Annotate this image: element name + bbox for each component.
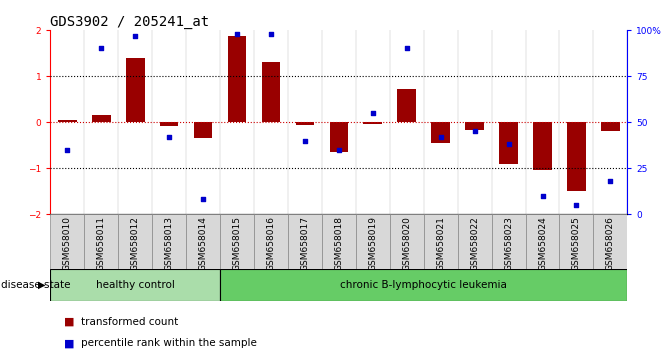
Text: GSM658011: GSM658011 [97, 216, 106, 272]
FancyBboxPatch shape [118, 214, 152, 269]
Point [571, 202, 582, 208]
Bar [499, 122, 518, 164]
FancyBboxPatch shape [492, 214, 525, 269]
Text: GSM658013: GSM658013 [164, 216, 174, 272]
Point [96, 46, 107, 51]
Bar [126, 58, 144, 122]
FancyBboxPatch shape [50, 214, 85, 269]
Point [537, 193, 548, 199]
FancyBboxPatch shape [525, 214, 560, 269]
FancyBboxPatch shape [220, 269, 627, 301]
FancyBboxPatch shape [356, 214, 390, 269]
Point [130, 33, 140, 39]
Text: GSM658024: GSM658024 [538, 216, 547, 271]
FancyBboxPatch shape [288, 214, 322, 269]
Point [368, 110, 378, 116]
Text: GSM658023: GSM658023 [504, 216, 513, 271]
Point [62, 147, 72, 153]
Bar [194, 122, 213, 138]
Text: GSM658026: GSM658026 [606, 216, 615, 271]
Text: GSM658015: GSM658015 [233, 216, 242, 272]
Bar [92, 115, 111, 122]
Bar [533, 122, 552, 170]
Bar [329, 122, 348, 152]
FancyBboxPatch shape [186, 214, 220, 269]
FancyBboxPatch shape [85, 214, 118, 269]
FancyBboxPatch shape [423, 214, 458, 269]
FancyBboxPatch shape [458, 214, 492, 269]
Bar [567, 122, 586, 191]
Text: ▶: ▶ [38, 280, 46, 290]
Point [469, 129, 480, 134]
Text: GSM658020: GSM658020 [402, 216, 411, 271]
Bar [262, 62, 280, 122]
Text: percentile rank within the sample: percentile rank within the sample [81, 338, 256, 348]
Text: GSM658019: GSM658019 [368, 216, 377, 272]
Text: GSM658017: GSM658017 [301, 216, 309, 272]
Text: GSM658010: GSM658010 [63, 216, 72, 272]
Point [435, 134, 446, 140]
Point [333, 147, 344, 153]
FancyBboxPatch shape [560, 214, 593, 269]
Point [231, 31, 242, 36]
Bar [601, 122, 620, 131]
Text: GDS3902 / 205241_at: GDS3902 / 205241_at [50, 15, 209, 29]
Text: GSM658022: GSM658022 [470, 216, 479, 271]
FancyBboxPatch shape [390, 214, 423, 269]
Text: ■: ■ [64, 317, 74, 327]
Bar [227, 36, 246, 122]
Point [503, 141, 514, 147]
FancyBboxPatch shape [50, 269, 220, 301]
Bar [160, 122, 178, 126]
Text: transformed count: transformed count [81, 317, 178, 327]
Text: GSM658025: GSM658025 [572, 216, 581, 271]
FancyBboxPatch shape [254, 214, 288, 269]
Text: GSM658018: GSM658018 [334, 216, 344, 272]
Point [198, 196, 209, 202]
Bar [431, 122, 450, 143]
Point [164, 134, 174, 140]
Text: GSM658012: GSM658012 [131, 216, 140, 271]
Text: ■: ■ [64, 338, 74, 348]
Point [605, 178, 616, 184]
Bar [58, 120, 76, 122]
Text: healthy control: healthy control [96, 280, 174, 290]
FancyBboxPatch shape [152, 214, 186, 269]
Point [299, 138, 310, 143]
FancyBboxPatch shape [593, 214, 627, 269]
FancyBboxPatch shape [322, 214, 356, 269]
Text: disease state: disease state [1, 280, 70, 290]
Text: chronic B-lymphocytic leukemia: chronic B-lymphocytic leukemia [340, 280, 507, 290]
Bar [295, 122, 314, 125]
Bar [364, 122, 382, 124]
Text: GSM658014: GSM658014 [199, 216, 207, 271]
Point [401, 46, 412, 51]
FancyBboxPatch shape [220, 214, 254, 269]
Text: GSM658021: GSM658021 [436, 216, 445, 271]
Text: GSM658016: GSM658016 [266, 216, 276, 272]
Bar [465, 122, 484, 130]
Point [266, 31, 276, 36]
Bar [397, 89, 416, 122]
